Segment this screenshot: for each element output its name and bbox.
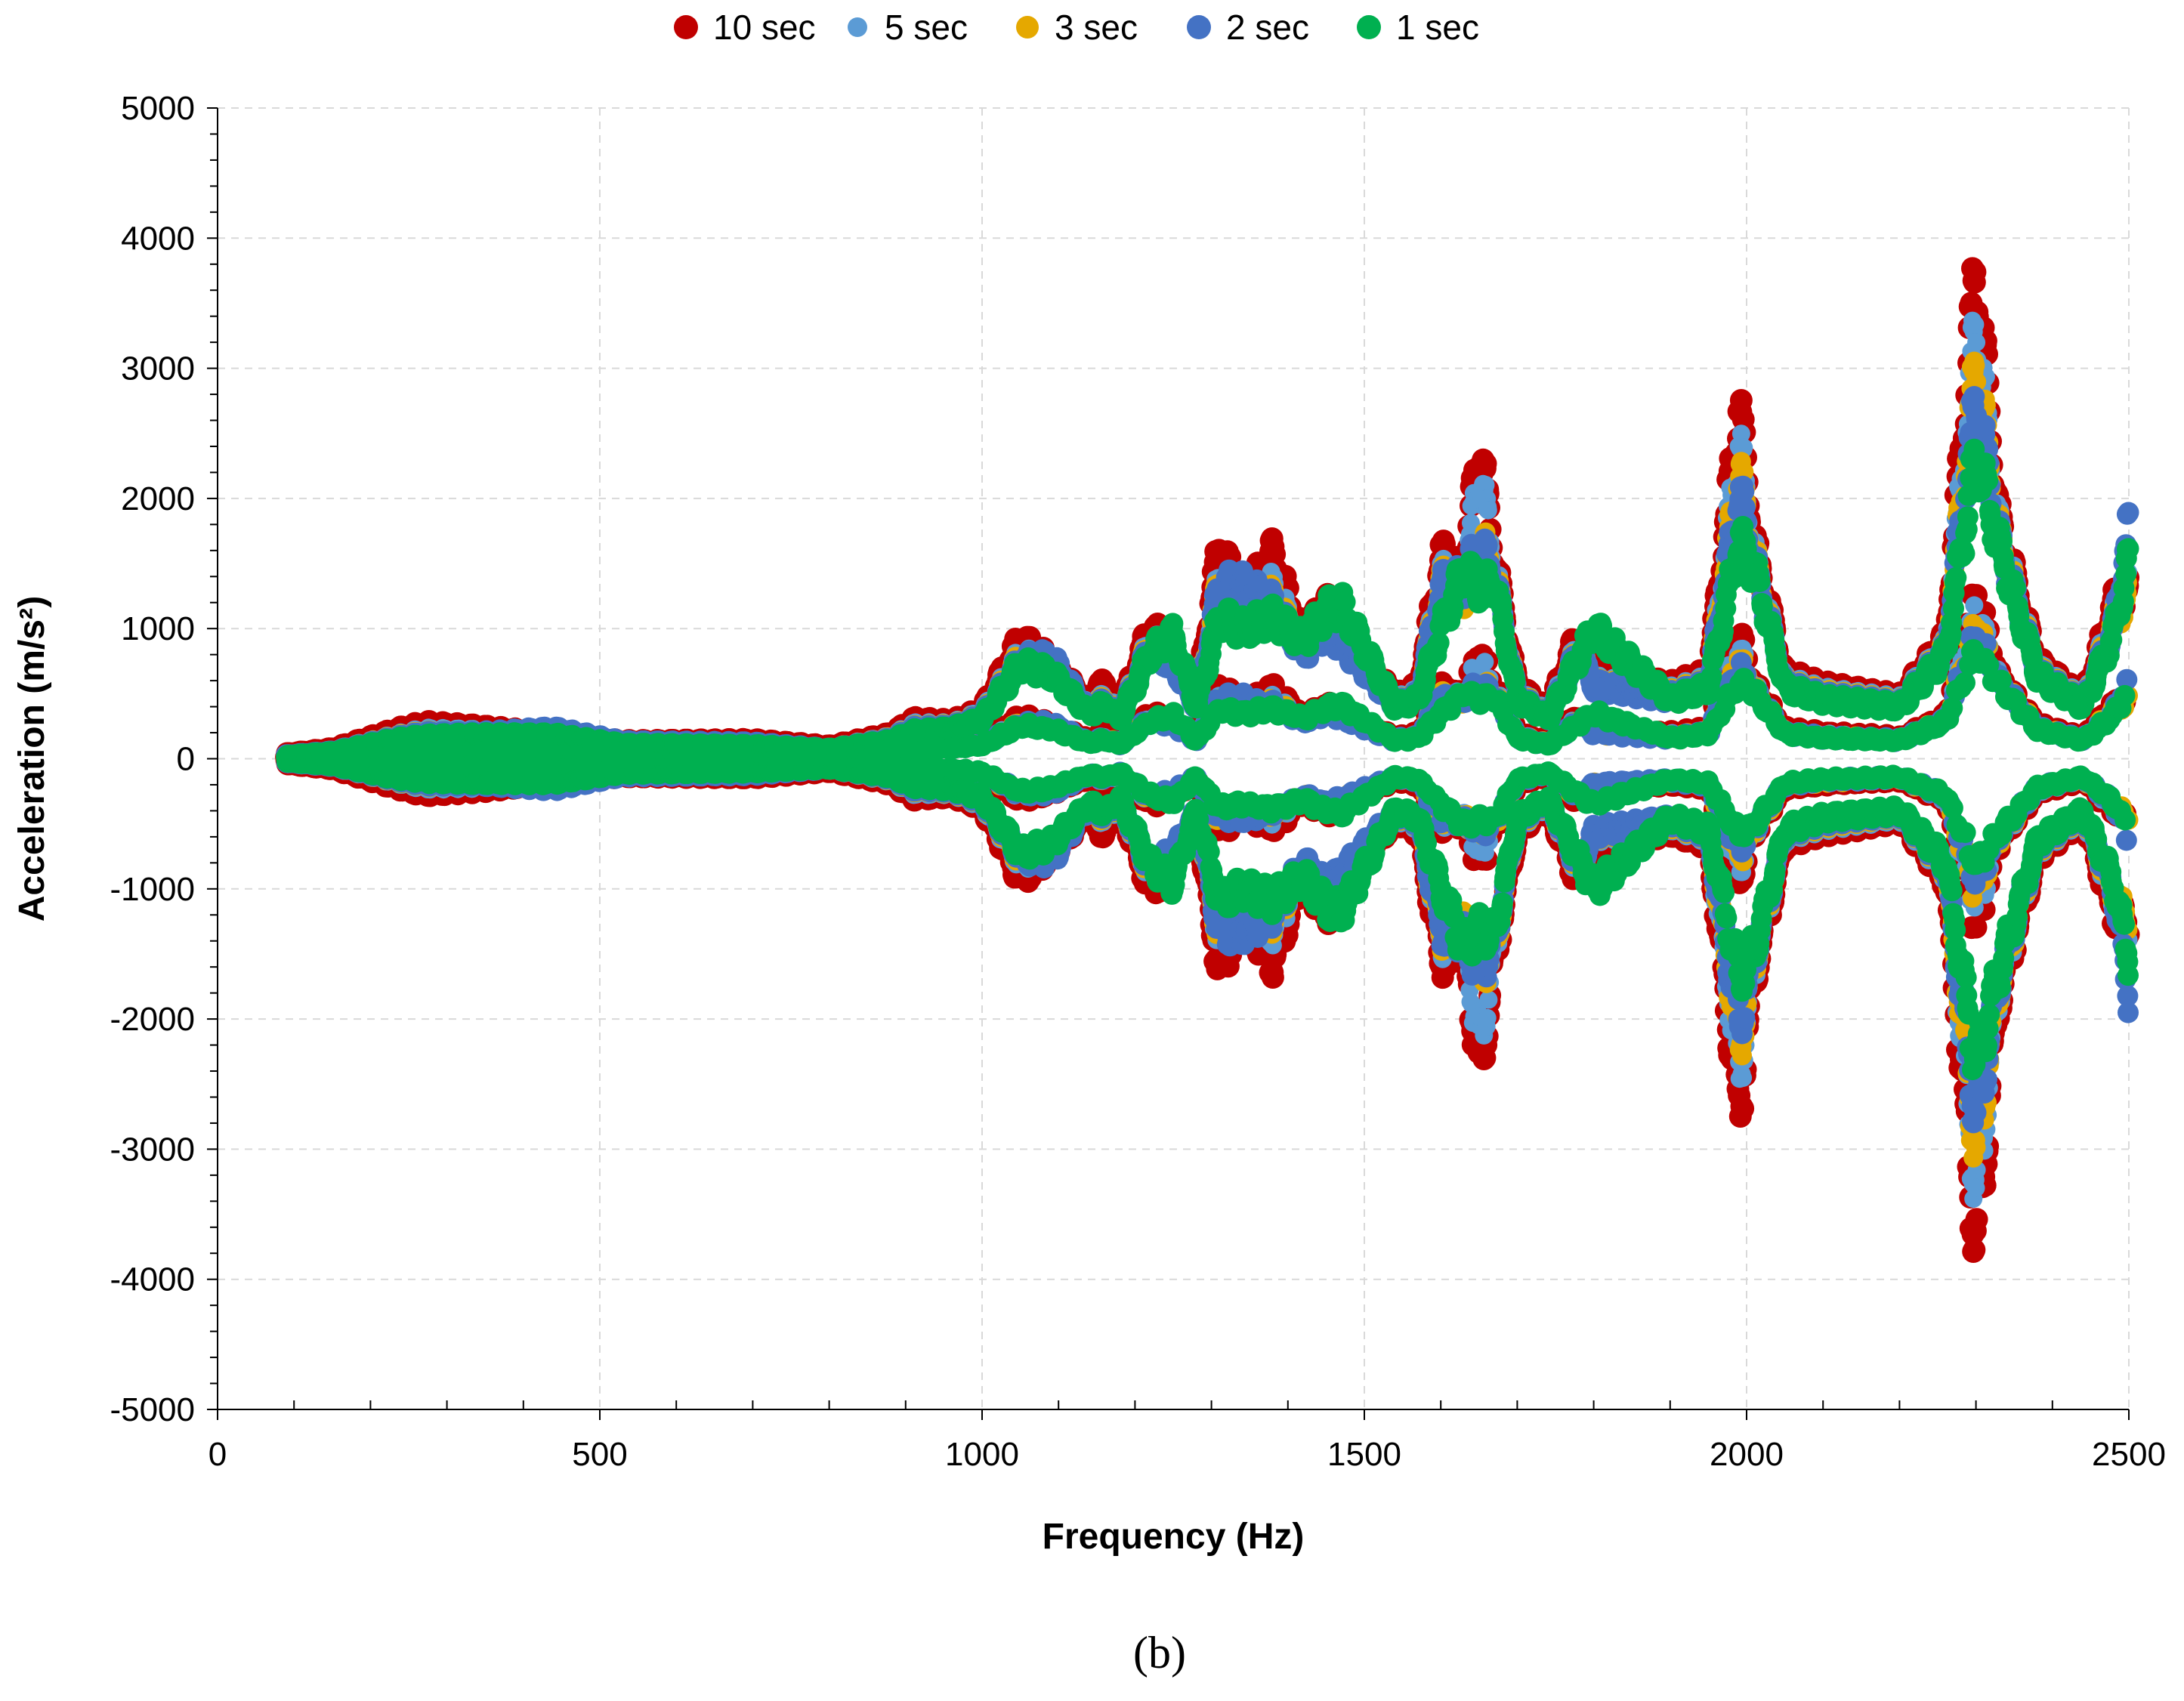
legend-marker [674,15,698,39]
legend-item: 3 sec [1016,8,1138,47]
legend-marker [1357,15,1381,39]
legend-label: 1 sec [1396,8,1479,47]
legend-marker [1016,16,1039,39]
legend-item: 1 sec [1357,8,1479,47]
data-point [1261,966,1284,989]
legend-item: 10 sec [674,8,816,47]
series-layer [275,257,2140,1263]
legend-marker [848,17,867,37]
data-point [1731,1097,1755,1120]
legend-label: 3 sec [1055,8,1138,47]
legend-marker [1187,15,1211,39]
data-point [1963,261,1987,284]
legend-label: 2 sec [1226,8,1309,47]
legend-label: 10 sec [713,8,816,47]
data-point [1474,452,1497,475]
data-point [1965,1208,1988,1231]
data-point [1729,389,1753,412]
legend-item: 5 sec [848,8,968,47]
legend-label: 5 sec [885,8,968,47]
legend-item: 2 sec [1187,8,1309,47]
legend: 10 sec 5 sec 3 sec 2 sec 1 sec [674,8,1479,47]
